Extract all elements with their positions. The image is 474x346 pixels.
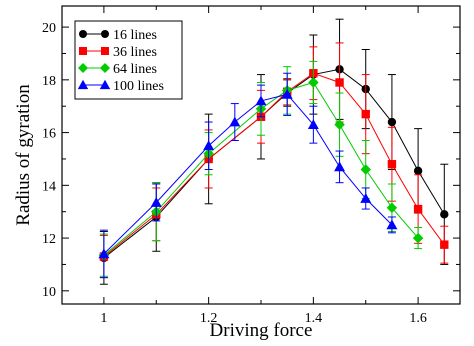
y-tick-label: 18 — [42, 74, 56, 89]
legend-marker — [101, 47, 109, 55]
data-point-100-lines — [334, 161, 346, 172]
data-point-36-lines — [413, 204, 423, 214]
legend-marker — [101, 30, 109, 38]
legend-marker — [79, 30, 87, 38]
y-tick-label: 12 — [42, 232, 56, 247]
data-point-36-lines — [335, 78, 344, 87]
data-point-16-lines — [387, 117, 397, 127]
y-tick-label: 20 — [42, 21, 56, 36]
data-point-100-lines — [255, 95, 267, 106]
legend-entry-16-lines: 16 lines — [79, 28, 157, 43]
legend-marker — [99, 79, 111, 90]
y-tick-label: 14 — [42, 179, 56, 194]
legend-label: 36 lines — [113, 45, 157, 60]
legend-marker — [78, 63, 88, 73]
data-point-100-lines — [98, 248, 110, 259]
legend-entry-100-lines: 100 lines — [77, 79, 164, 94]
data-point-100-lines — [150, 197, 162, 207]
axis-ticks: 1 1.2 1.4 1.6 10 12 14 16 18 20 — [42, 6, 460, 326]
series-line-100-lines — [103, 93, 393, 255]
x-tick-label: 1.2 — [200, 311, 218, 326]
x-tick-label: 1.6 — [409, 311, 427, 326]
legend-marker — [100, 63, 110, 73]
data-point-100-lines — [281, 88, 293, 99]
legend-label: 100 lines — [113, 79, 164, 94]
data-point-100-lines — [360, 193, 372, 203]
legend-entry-36-lines: 36 lines — [79, 45, 157, 60]
x-tick-label: 1 — [100, 311, 107, 326]
legend-label: 16 lines — [113, 28, 157, 43]
data-point-16-lines — [413, 166, 423, 176]
series-layer — [98, 18, 449, 285]
data-point-100-lines — [307, 119, 319, 130]
legend-marker — [77, 79, 89, 90]
legend-marker — [79, 47, 87, 55]
data-point-64-lines — [334, 119, 345, 130]
data-point-36-lines — [440, 240, 449, 249]
y-tick-label: 16 — [42, 127, 56, 142]
data-point-64-lines — [308, 77, 319, 88]
x-tick-label: 1.4 — [305, 311, 323, 326]
legend-entry-64-lines: 64 lines — [78, 62, 157, 77]
series-line-64-lines — [103, 81, 419, 256]
y-axis-label: Radius of gyration — [13, 84, 34, 226]
data-point-64-lines — [386, 202, 398, 213]
x-axis-label: Driving force — [210, 320, 313, 341]
data-point-64-lines — [412, 232, 424, 244]
y-tick-label: 10 — [42, 285, 56, 300]
legend: 16 lines 36 lines 64 lines 100 lines — [74, 20, 183, 100]
data-point-36-lines — [361, 109, 370, 119]
series-100-lines — [98, 72, 398, 279]
data-point-36-lines — [387, 160, 397, 169]
data-point-16-lines — [440, 210, 449, 219]
data-point-100-lines — [229, 116, 241, 127]
data-point-64-lines — [360, 164, 371, 175]
legend-label: 64 lines — [113, 62, 157, 77]
data-point-100-lines — [203, 140, 215, 151]
data-point-100-lines — [386, 219, 398, 230]
